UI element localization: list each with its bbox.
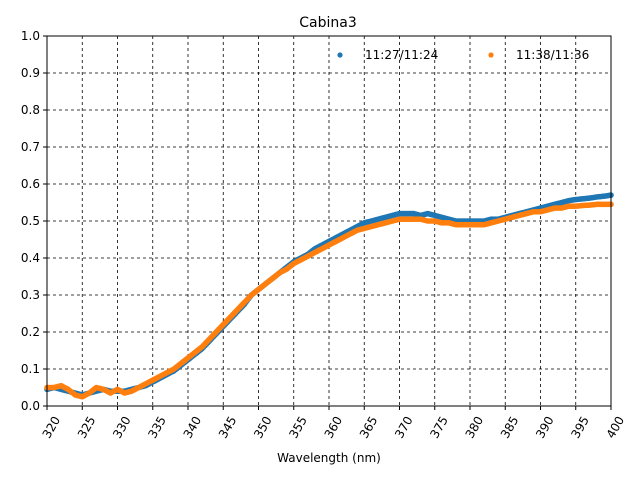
legend-marker [337, 52, 343, 58]
legend-marker [488, 52, 494, 58]
y-tick-label: 0.4 [21, 251, 40, 265]
y-tick-label: 0.9 [21, 66, 40, 80]
y-tick-label: 0.5 [21, 214, 40, 228]
y-tick-label: 0.2 [21, 325, 40, 339]
y-tick-label: 0.6 [21, 177, 40, 191]
y-tick-label: 0.0 [21, 399, 40, 413]
y-tick-label: 1.0 [21, 29, 40, 43]
y-tick-label: 0.7 [21, 140, 40, 154]
y-tick-label: 0.1 [21, 362, 40, 376]
legend-label: 11:27/11:24 [365, 48, 438, 62]
grid-layer [46, 35, 612, 407]
x-axis-label: Wavelength (nm) [277, 451, 381, 465]
y-tick-label: 0.8 [21, 103, 40, 117]
legend: 11:27/11:24 11:38/11:36 [337, 48, 589, 62]
series-layer [44, 192, 614, 400]
chart-title: Cabina3 [299, 15, 357, 31]
y-tick-label: 0.3 [21, 288, 40, 302]
legend-label: 11:38/11:36 [516, 48, 589, 62]
series-2 [44, 201, 614, 400]
